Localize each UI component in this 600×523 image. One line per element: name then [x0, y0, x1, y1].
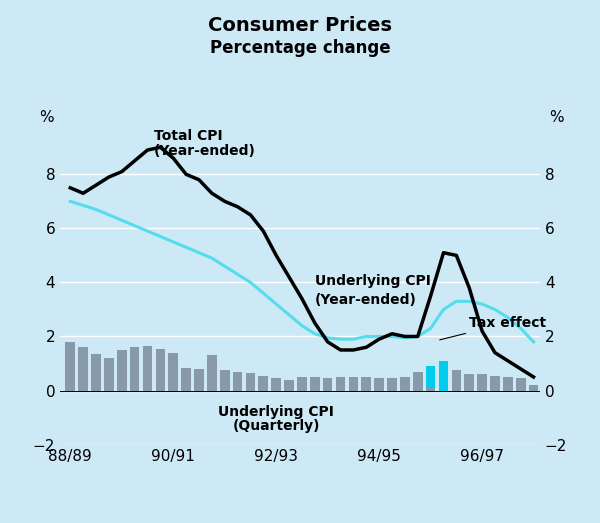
Bar [117, 350, 127, 391]
Bar [259, 376, 268, 391]
Text: Consumer Prices: Consumer Prices [208, 16, 392, 35]
Bar [503, 377, 512, 391]
Bar [194, 369, 204, 391]
Bar [477, 374, 487, 391]
Bar [374, 378, 384, 391]
Bar [130, 347, 139, 391]
Bar [104, 358, 114, 391]
Bar [490, 376, 500, 391]
Bar [464, 374, 474, 391]
Bar [452, 370, 461, 391]
Bar [65, 342, 75, 391]
Bar [220, 370, 230, 391]
Bar [361, 377, 371, 391]
Bar [529, 385, 538, 391]
Bar [271, 378, 281, 391]
Bar [207, 356, 217, 391]
Bar [284, 380, 294, 391]
Text: Underlying CPI: Underlying CPI [315, 274, 431, 288]
Bar [233, 371, 242, 391]
Text: Total CPI: Total CPI [154, 129, 223, 143]
Bar [439, 361, 448, 391]
Bar [310, 377, 320, 391]
Bar [297, 377, 307, 391]
Bar [169, 353, 178, 391]
Text: Underlying CPI: Underlying CPI [218, 405, 334, 419]
Bar [516, 378, 526, 391]
Text: Tax effect: Tax effect [440, 316, 547, 340]
Bar [400, 377, 410, 391]
Text: (Quarterly): (Quarterly) [232, 419, 320, 433]
Bar [143, 346, 152, 391]
Bar [323, 378, 332, 391]
Bar [155, 349, 165, 391]
Bar [79, 347, 88, 391]
Bar [245, 373, 255, 391]
Text: %: % [40, 110, 54, 125]
Bar [349, 377, 358, 391]
Text: Percentage change: Percentage change [209, 39, 391, 57]
Bar [426, 366, 436, 388]
Text: %: % [549, 110, 563, 125]
Bar [426, 388, 436, 391]
Bar [413, 371, 422, 391]
Text: (Year-ended): (Year-ended) [315, 293, 416, 306]
Bar [387, 378, 397, 391]
Text: (Year-ended): (Year-ended) [154, 144, 256, 158]
Bar [181, 368, 191, 391]
Bar [91, 354, 101, 391]
Bar [336, 377, 346, 391]
